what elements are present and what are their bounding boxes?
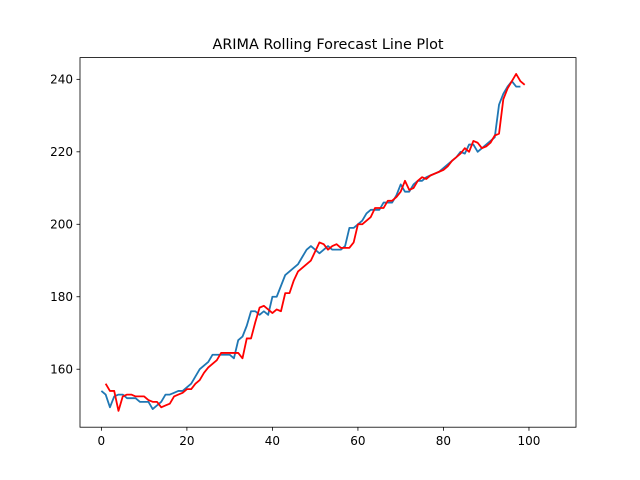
y-tick-label: 180 — [50, 290, 73, 304]
x-tick-label: 80 — [436, 434, 451, 448]
chart-title: ARIMA Rolling Forecast Line Plot — [212, 37, 443, 53]
x-tick-label: 20 — [179, 434, 194, 448]
series-line-2 — [104, 73, 526, 412]
series-layer — [100, 73, 526, 412]
x-tick-label: 100 — [518, 434, 541, 448]
y-tick-label: 200 — [50, 218, 73, 232]
x-tick-label: 0 — [98, 434, 106, 448]
plot-frame — [79, 57, 577, 428]
x-tick-label: 40 — [265, 434, 280, 448]
y-axis: 160 180 200 220 240 — [50, 73, 80, 377]
y-tick-label: 220 — [50, 145, 73, 159]
x-tick-label: 60 — [350, 434, 365, 448]
y-tick-label: 160 — [50, 363, 73, 377]
y-tick-label: 240 — [50, 73, 73, 87]
x-axis: 0 20 40 60 80 100 — [98, 427, 541, 448]
